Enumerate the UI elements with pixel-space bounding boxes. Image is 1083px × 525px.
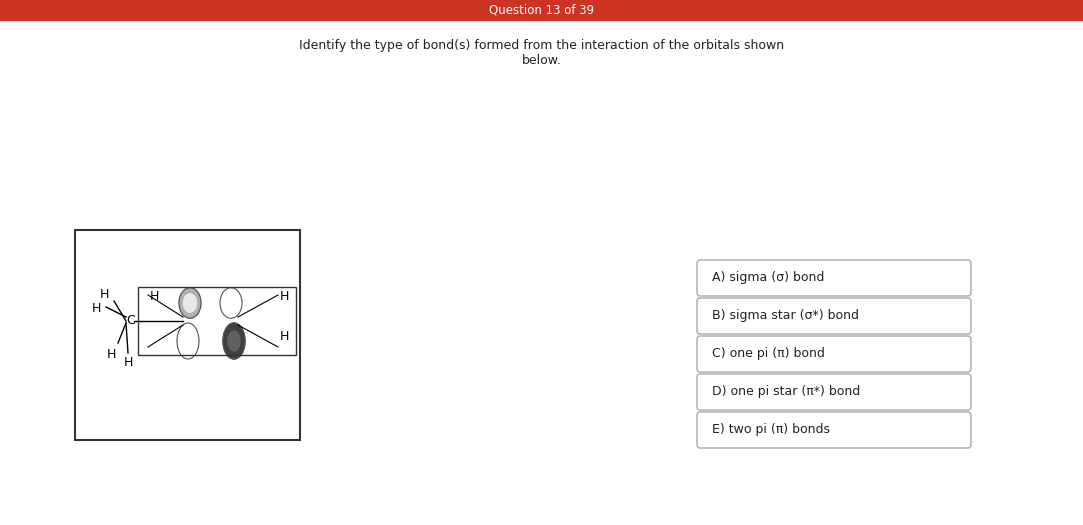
- Text: D) one pi star (π*) bond: D) one pi star (π*) bond: [712, 385, 860, 398]
- Text: C: C: [127, 314, 135, 328]
- Ellipse shape: [183, 294, 197, 312]
- Ellipse shape: [220, 288, 242, 318]
- Text: H: H: [279, 331, 289, 343]
- FancyBboxPatch shape: [697, 298, 971, 334]
- Text: B) sigma star (σ*) bond: B) sigma star (σ*) bond: [712, 310, 859, 322]
- Text: C) one pi (π) bond: C) one pi (π) bond: [712, 348, 825, 361]
- Bar: [75, 230, 300, 440]
- Text: below.: below.: [522, 54, 561, 67]
- Text: E) two pi (π) bonds: E) two pi (π) bonds: [712, 424, 830, 436]
- Text: H: H: [106, 348, 116, 361]
- Text: H: H: [100, 289, 108, 301]
- Bar: [138, 287, 296, 355]
- Ellipse shape: [223, 323, 245, 359]
- FancyBboxPatch shape: [697, 336, 971, 372]
- FancyBboxPatch shape: [697, 374, 971, 410]
- Bar: [0, 0, 1083, 20]
- Ellipse shape: [177, 323, 199, 359]
- Text: A) sigma (σ) bond: A) sigma (σ) bond: [712, 271, 824, 285]
- Text: Identify the type of bond(s) formed from the interaction of the orbitals shown: Identify the type of bond(s) formed from…: [299, 38, 784, 51]
- Text: H: H: [279, 290, 289, 303]
- Text: H: H: [149, 290, 159, 303]
- Text: Question 13 of 39: Question 13 of 39: [488, 4, 595, 16]
- Ellipse shape: [179, 288, 201, 318]
- Ellipse shape: [227, 331, 240, 351]
- FancyBboxPatch shape: [697, 412, 971, 448]
- Text: H: H: [123, 356, 133, 370]
- FancyBboxPatch shape: [697, 260, 971, 296]
- Text: H: H: [91, 301, 101, 314]
